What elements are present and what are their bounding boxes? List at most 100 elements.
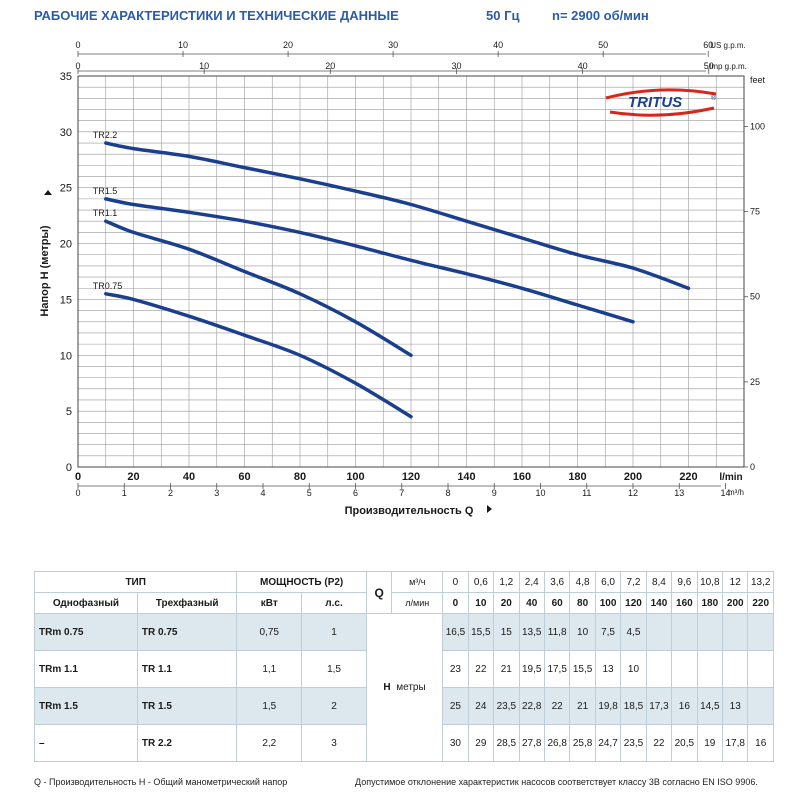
head-cell: 20,5	[671, 724, 698, 762]
series-label-tr1-5: TR1.5	[93, 186, 118, 196]
q-m3h-cell: 2,4	[518, 571, 545, 593]
head-cell: 17,5	[543, 650, 571, 688]
col-kw: кВт	[236, 592, 303, 614]
head-cell: 13,5	[518, 613, 545, 651]
x-tick-label: 140	[457, 471, 475, 483]
spec-table: ТИП МОЩНОСТЬ (P2) Q м³/ч 0 0,6 1,2 2,4 3…	[33, 571, 774, 762]
q-lmin-cell: 10	[467, 592, 495, 614]
x-tick-label: 40	[183, 471, 195, 483]
head-cell	[747, 613, 774, 651]
head-cell: 13	[722, 687, 749, 725]
x-unit-label: l/min	[719, 472, 742, 483]
q-m3h-cell: 9,6	[671, 571, 698, 593]
q-m3h-cell: 6,0	[594, 571, 622, 593]
head-cell: 25,8	[569, 724, 596, 762]
q-m3h-cell: 4,8	[569, 571, 596, 593]
y-tick-label: 35	[60, 71, 72, 83]
plot-frame	[77, 75, 745, 468]
series-label-tr2-2: TR2.2	[93, 130, 118, 140]
chart-grid	[78, 76, 744, 467]
us-gpm-tick-label: 40	[493, 40, 503, 50]
m3h-tick-label: 11	[582, 488, 591, 498]
us-gpm-tick-label: 10	[178, 40, 188, 50]
head-cell: 22	[543, 687, 571, 725]
y-axis-label-arrow-icon	[44, 190, 52, 195]
head-cell: 29	[467, 724, 495, 762]
head-cell: 17,8	[722, 724, 749, 762]
feet-tick-label: 0	[750, 462, 755, 472]
imp-gpm-unit-label: Imp g.p.m.	[709, 62, 747, 71]
row-single-phase: TRm 1.1	[34, 650, 138, 688]
table-row: – TR 2.2 2,2 3 30 29 28,5 27,8 26,8 25,8…	[34, 724, 774, 762]
series-label-tr1-1: TR1.1	[93, 208, 118, 218]
x-tick-label: 60	[238, 471, 250, 483]
q-m3h-cell: 8,4	[645, 571, 673, 593]
q-lmin-cell: 40	[518, 592, 545, 614]
q-lmin-cell: 0	[442, 592, 469, 614]
m3h-tick-label: 6	[353, 488, 358, 498]
m3h-tick-label: 9	[492, 488, 497, 498]
row-hp: 3	[301, 724, 367, 762]
row-single-phase: TRm 0.75	[34, 613, 138, 651]
head-cell: 16	[747, 724, 774, 762]
head-cell: 19,8	[594, 687, 622, 725]
q-m3h-cell: 13,2	[747, 571, 774, 593]
row-three-phase: TR 1.1	[136, 650, 238, 688]
row-kw: 0,75	[236, 613, 303, 651]
col-hp: л.с.	[301, 592, 367, 614]
us-gpm-tick-label: 20	[283, 40, 293, 50]
series-line-tr2-2	[104, 141, 691, 291]
head-cell: 15,5	[569, 650, 596, 688]
q-lmin-cell: 180	[696, 592, 724, 614]
footer-legend: Q - Производительность H - Общий маномет…	[34, 777, 288, 787]
q-m3h-cell: 1,2	[493, 571, 520, 593]
us-gpm-tick-label: 0	[75, 40, 80, 50]
unit-lmin: л/мин	[391, 592, 444, 614]
q-lmin-cell: 120	[620, 592, 647, 614]
head-cell: 10	[569, 613, 596, 651]
feet-tick-label: 50	[750, 292, 760, 302]
row-hp: 1,5	[301, 650, 367, 688]
imp-gpm-tick-label: 20	[325, 61, 335, 71]
head-cell: 22,8	[518, 687, 545, 725]
m3h-tick-label: 8	[445, 488, 450, 498]
x-tick-label: 200	[624, 471, 642, 483]
q-lmin-cell: 160	[671, 592, 698, 614]
table-row: TRm 1.5 TR 1.5 1,5 2 25 24 23,5 22,8 22 …	[34, 687, 774, 725]
col-single-phase: Однофазный	[34, 592, 138, 614]
row-three-phase: TR 0.75	[136, 613, 238, 651]
imp-gpm-tick-label: 10	[199, 61, 209, 71]
head-cell: 11,8	[543, 613, 571, 651]
m3h-unit-label: m³/h	[728, 488, 744, 497]
y-tick-label: 30	[60, 127, 72, 139]
head-cell: 16	[671, 687, 698, 725]
m3h-tick-label: 0	[75, 488, 80, 498]
chart-series: TR2.2 TR1.5 TR1.1 TR0.75	[93, 130, 691, 419]
head-cell: 26,8	[543, 724, 571, 762]
q-lmin-cell: 80	[569, 592, 596, 614]
row-single-phase: TRm 1.5	[34, 687, 138, 725]
imp-gpm-tick-label: 30	[451, 61, 461, 71]
head-cell: 27,8	[518, 724, 545, 762]
head-cell: 22	[467, 650, 495, 688]
head-cell: 19,5	[518, 650, 545, 688]
head-cell	[671, 650, 698, 688]
x-tick-label: 120	[402, 471, 420, 483]
us-gpm-tick-label: 60	[703, 40, 713, 50]
y-axis-label: Напор H (метры)	[39, 225, 51, 316]
m3h-tick-label: 10	[536, 488, 546, 498]
head-power: МОЩНОСТЬ (P2)	[236, 571, 367, 593]
imp-gpm-tick-label: 0	[75, 61, 80, 71]
m3h-tick-label: 14	[721, 488, 731, 498]
h-label-cell: H метры	[365, 613, 444, 762]
q-m3h-cell: 0,6	[467, 571, 495, 593]
y-tick-label: 20	[60, 239, 72, 251]
head-cell: 15,5	[467, 613, 495, 651]
h-unit: метры	[396, 682, 426, 693]
q-m3h-cell: 3,6	[543, 571, 571, 593]
us-gpm-tick-label: 50	[598, 40, 608, 50]
series-line-tr1-5	[104, 197, 635, 324]
page-title: РАБОЧИЕ ХАРАКТЕРИСТИКИ И ТЕХНИЧЕСКИЕ ДАН…	[34, 8, 399, 23]
row-kw: 1,1	[236, 650, 303, 688]
